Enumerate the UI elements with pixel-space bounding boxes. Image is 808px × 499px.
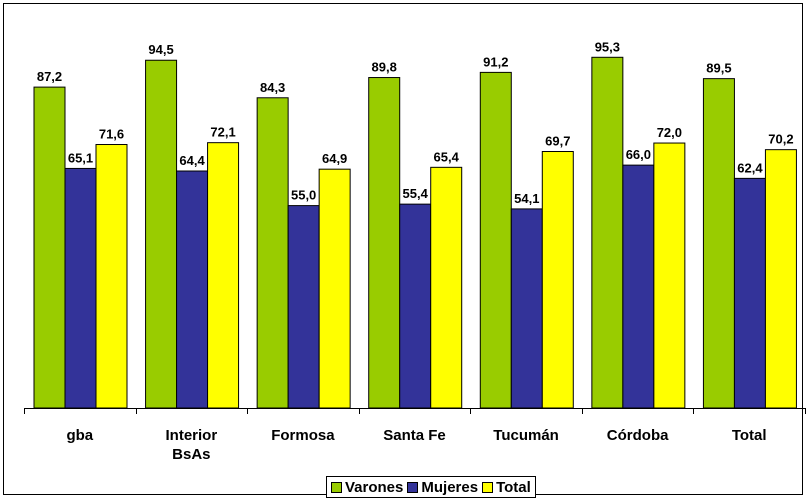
legend-label-total: Total [496, 478, 531, 496]
data-label-mujeres-5: 66,0 [626, 147, 651, 162]
x-tick-label-4: Tucumán [493, 427, 559, 444]
legend-item-mujeres: Mujeres [407, 479, 478, 496]
bar-varones-6 [702, 78, 735, 409]
legend-label-mujeres: Mujeres [421, 478, 479, 496]
data-label-mujeres-0: 65,1 [68, 150, 93, 165]
bar-total-4 [541, 151, 574, 409]
data-label-mujeres-2: 55,0 [291, 188, 316, 203]
data-label-mujeres-1: 64,4 [179, 153, 205, 168]
data-label-total-0: 71,6 [99, 127, 124, 142]
bar-total-2 [318, 168, 351, 409]
data-label-varones-5: 95,3 [595, 39, 620, 54]
bar-varones-1 [145, 59, 178, 409]
legend-item-varones: Varones [331, 479, 403, 496]
bar-mujeres-2 [287, 205, 320, 409]
data-label-mujeres-3: 55,4 [403, 186, 429, 201]
bar-varones-4 [479, 71, 512, 409]
bar-total-3 [430, 166, 463, 409]
data-label-mujeres-4: 54,1 [514, 191, 539, 206]
data-label-total-1: 72,1 [210, 125, 235, 140]
legend-label-varones: Varones [345, 478, 404, 496]
bar-mujeres-4 [510, 208, 543, 409]
x-tick-label-5: Córdoba [607, 427, 669, 444]
bar-total-0 [95, 144, 128, 409]
legend-swatch-mujeres [407, 481, 419, 493]
bar-mujeres-6 [733, 177, 766, 409]
bar-mujeres-0 [64, 167, 97, 409]
data-label-total-6: 70,2 [768, 132, 793, 147]
data-label-total-5: 72,0 [657, 125, 682, 140]
data-label-total-4: 69,7 [545, 134, 570, 149]
legend-swatch-total [482, 481, 494, 493]
data-label-varones-6: 89,5 [706, 61, 731, 76]
data-label-varones-3: 89,8 [372, 60, 397, 75]
bar-varones-5 [591, 56, 624, 409]
bar-mujeres-1 [176, 170, 209, 409]
x-tick-label-0: gba [66, 427, 93, 444]
data-label-varones-1: 94,5 [148, 42, 173, 57]
legend-item-total: Total [482, 479, 531, 496]
x-tick-label-2: Formosa [271, 427, 335, 444]
bar-varones-2 [256, 97, 289, 409]
bar-total-1 [207, 142, 240, 409]
bar-varones-0 [33, 86, 66, 409]
x-tick-label-1: Interior BsAs [166, 427, 218, 463]
data-label-varones-4: 91,2 [483, 54, 508, 69]
data-label-varones-2: 84,3 [260, 80, 285, 95]
bar-mujeres-3 [399, 203, 432, 409]
x-tick-label-6: Total [732, 427, 767, 444]
data-label-total-2: 64,9 [322, 151, 347, 166]
chart-plot: 87,2 65,1 71,6 94,5 64,4 72,1 84,3 55,0 64,9 89,8… [24, 39, 806, 463]
chart-legend: Varones Mujeres Total [326, 476, 536, 498]
x-tick-label-3: Santa Fe [383, 427, 446, 444]
bar-total-6 [764, 149, 797, 409]
bar-mujeres-5 [622, 164, 655, 409]
data-label-varones-0: 87,2 [37, 69, 62, 84]
data-label-mujeres-6: 62,4 [737, 160, 763, 175]
data-label-total-3: 65,4 [434, 149, 460, 164]
legend-swatch-varones [331, 481, 342, 493]
bar-total-5 [653, 142, 686, 409]
bar-varones-3 [368, 77, 401, 409]
